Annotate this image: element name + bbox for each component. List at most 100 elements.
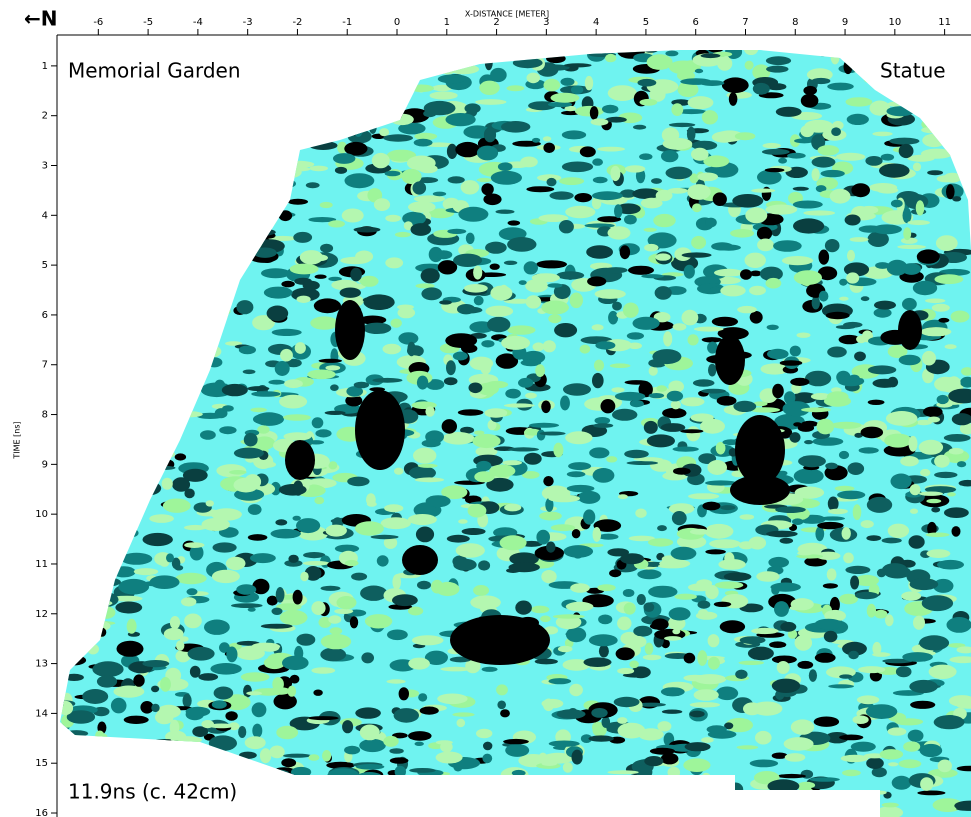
- texture-blob: [142, 660, 170, 668]
- texture-blob: [757, 169, 782, 185]
- texture-blob: [865, 156, 883, 166]
- texture-blob: [749, 759, 779, 768]
- texture-blob: [908, 435, 918, 452]
- texture-blob: [818, 290, 829, 302]
- texture-blob: [660, 687, 685, 697]
- texture-blob: [794, 486, 825, 499]
- texture-blob: [271, 607, 283, 615]
- texture-blob: [389, 757, 409, 764]
- texture-blob: [811, 156, 836, 168]
- x-tick-label: 9: [842, 17, 848, 28]
- texture-blob: [834, 485, 855, 492]
- texture-blob: [835, 325, 856, 330]
- texture-blob: [552, 614, 585, 619]
- texture-blob: [643, 227, 657, 232]
- texture-blob: [773, 240, 802, 252]
- texture-blob: [686, 426, 701, 442]
- texture-blob: [476, 728, 493, 739]
- texture-blob: [490, 67, 507, 83]
- texture-blob: [149, 575, 180, 589]
- x-axis-label: X-DISTANCE [METER]: [465, 10, 549, 19]
- texture-blob: [633, 625, 653, 637]
- texture-blob: [683, 758, 711, 772]
- texture-blob: [263, 286, 293, 299]
- texture-blob: [733, 400, 757, 412]
- texture-blob: [246, 691, 262, 696]
- texture-blob: [872, 641, 882, 656]
- texture-blob: [628, 535, 655, 542]
- texture-blob: [225, 341, 243, 346]
- texture-blob: [602, 104, 619, 114]
- texture-blob: [579, 344, 591, 354]
- texture-blob: [355, 707, 381, 719]
- texture-blob: [848, 374, 860, 382]
- texture-blob: [753, 401, 768, 407]
- texture-blob: [835, 152, 866, 161]
- texture-blob: [260, 461, 277, 468]
- texture-blob: [222, 405, 234, 412]
- texture-blob: [843, 552, 854, 564]
- texture-blob: [418, 693, 428, 702]
- texture-blob: [414, 741, 424, 746]
- texture-blob: [715, 335, 745, 385]
- texture-blob: [667, 187, 688, 194]
- texture-blob: [233, 447, 264, 459]
- texture-blob: [175, 572, 207, 585]
- texture-blob: [456, 718, 466, 728]
- texture-blob: [340, 256, 370, 265]
- texture-blob: [407, 341, 416, 357]
- texture-blob: [694, 68, 704, 74]
- texture-blob: [607, 85, 637, 101]
- texture-blob: [520, 156, 538, 168]
- texture-blob: [584, 223, 615, 228]
- texture-blob: [571, 749, 583, 765]
- texture-blob: [518, 280, 527, 285]
- texture-blob: [933, 715, 965, 730]
- texture-blob: [716, 244, 741, 251]
- texture-blob: [347, 476, 370, 487]
- texture-blob: [765, 56, 792, 66]
- texture-blob: [823, 630, 838, 643]
- texture-blob: [408, 657, 430, 670]
- texture-blob: [665, 50, 679, 57]
- texture-blob: [881, 537, 902, 544]
- texture-blob: [683, 264, 695, 279]
- texture-blob: [287, 198, 308, 205]
- texture-blob: [528, 422, 560, 428]
- texture-blob: [559, 177, 585, 186]
- texture-blob: [860, 426, 884, 439]
- texture-blob: [639, 153, 653, 160]
- texture-blob: [291, 766, 312, 778]
- texture-blob: [578, 490, 601, 504]
- texture-blob: [279, 394, 308, 409]
- texture-blob: [259, 748, 272, 764]
- texture-blob: [415, 263, 444, 273]
- texture-blob: [774, 601, 789, 617]
- texture-blob: [351, 572, 368, 581]
- texture-blob: [846, 113, 869, 125]
- texture-blob: [302, 280, 320, 291]
- texture-blob: [293, 231, 313, 243]
- texture-blob: [432, 84, 453, 92]
- texture-blob: [872, 378, 898, 388]
- texture-blob: [805, 370, 832, 387]
- texture-blob: [866, 535, 882, 541]
- texture-blob: [563, 383, 591, 396]
- texture-blob: [626, 332, 645, 340]
- texture-blob: [883, 444, 916, 457]
- annotation: Memorial Garden: [68, 59, 241, 83]
- texture-blob: [595, 341, 616, 350]
- texture-blob: [601, 716, 611, 728]
- texture-blob: [566, 627, 587, 643]
- texture-blob: [960, 376, 971, 388]
- texture-blob: [660, 753, 679, 765]
- texture-blob: [915, 419, 932, 426]
- texture-blob: [562, 762, 573, 773]
- texture-blob: [185, 708, 204, 721]
- texture-blob: [790, 719, 815, 735]
- texture-blob: [384, 170, 401, 177]
- texture-blob: [364, 614, 393, 629]
- texture-blob: [672, 446, 699, 452]
- texture-blob: [543, 142, 555, 153]
- texture-blob: [550, 524, 576, 532]
